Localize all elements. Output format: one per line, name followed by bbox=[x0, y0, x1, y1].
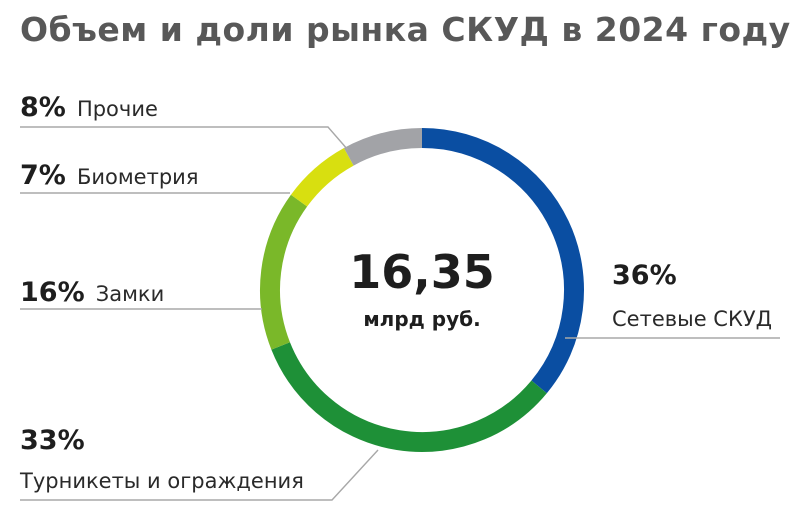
slice-label-name-other: Прочие bbox=[77, 97, 158, 121]
slice-label-value-turnstiles: 33% bbox=[20, 425, 85, 456]
slice-label-locks: 16% Замки bbox=[20, 277, 164, 308]
leader-lines bbox=[20, 126, 780, 501]
center-total-unit: млрд руб. bbox=[363, 307, 480, 331]
slice-label-name-turnstiles: Турникеты и ограждения bbox=[19, 469, 304, 493]
leader-line-turnstiles bbox=[20, 449, 379, 501]
donut-slices bbox=[260, 128, 584, 452]
slice-label-value-network-acs: 36% bbox=[612, 260, 677, 291]
slice-label-name-network-acs: Сетевые СКУД bbox=[612, 307, 772, 331]
slice-label-biometrics: 7% Биометрия bbox=[20, 160, 198, 191]
slice-label-value-other: 8% bbox=[20, 92, 66, 123]
donut-slice-network-acs bbox=[421, 128, 584, 394]
leader-line-other bbox=[20, 126, 349, 151]
slice-label-other: 8% Прочие bbox=[20, 92, 158, 123]
donut-slice-turnstiles bbox=[271, 342, 547, 452]
donut-slice-biometrics bbox=[290, 148, 354, 207]
slice-label-name-locks: Замки bbox=[96, 282, 165, 306]
slice-label-name-biometrics: Биометрия bbox=[77, 165, 199, 189]
slice-label-value-biometrics: 7% bbox=[20, 160, 66, 191]
donut-slice-other bbox=[343, 128, 423, 166]
center-total-value: 16,35 bbox=[349, 245, 495, 299]
donut-slice-locks bbox=[260, 194, 308, 350]
chart-title: Объем и доли рынка СКУД в 2024 году bbox=[20, 10, 791, 49]
slice-label-value-locks: 16% bbox=[20, 277, 85, 308]
